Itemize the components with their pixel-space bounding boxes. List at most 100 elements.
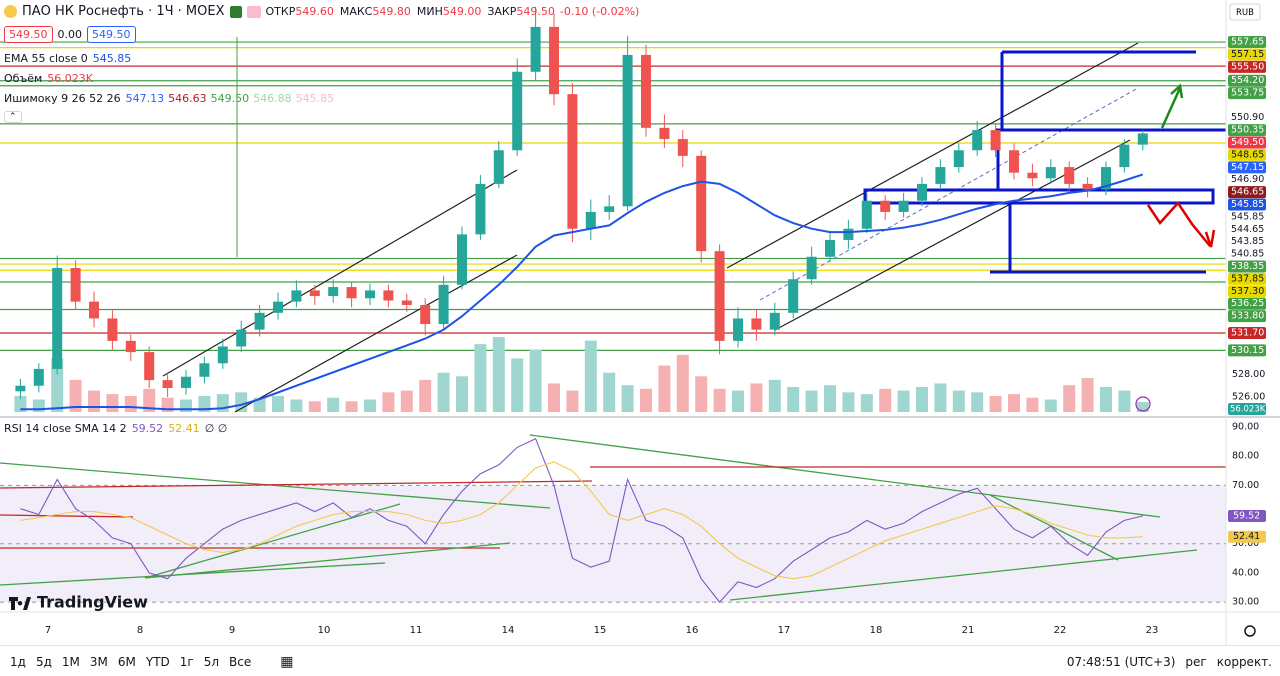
candle-body: [383, 290, 394, 301]
tv-logo: TradingView: [9, 593, 148, 612]
candle-body: [107, 318, 118, 341]
volume-bar: [750, 383, 763, 412]
price-label-bg: [1228, 297, 1266, 310]
candle-body: [181, 376, 191, 388]
volume-bar: [713, 388, 726, 412]
candle-body: [1101, 167, 1111, 190]
candle-body: [199, 363, 210, 377]
collapse: ⌃: [4, 111, 22, 123]
candle-body: [953, 150, 964, 168]
compare-icon[interactable]: [246, 5, 261, 18]
price-label: 545.85: [1231, 199, 1264, 210]
candle-body: [714, 251, 725, 341]
price-label-bg: [1228, 136, 1266, 149]
volume-bar: [14, 395, 27, 412]
price-label: 536.25: [1231, 298, 1264, 309]
candle-body: [52, 267, 63, 369]
volume-bar: [1044, 399, 1057, 412]
candle-body: [512, 71, 523, 151]
candle-body: [788, 279, 799, 313]
volume-bar: [621, 385, 634, 412]
candle-body: [751, 318, 762, 330]
currency[interactable]: RUB: [1236, 8, 1254, 18]
ema-legend: EMA 55 close 0 545.85: [4, 52, 131, 65]
volume-bar: [584, 340, 597, 412]
volume-bar: [676, 354, 689, 412]
symbol-icon: [4, 5, 17, 18]
volume-bar: [952, 390, 965, 412]
range-button[interactable]: 5д: [35, 654, 52, 669]
date-range-icon[interactable]: ▦: [280, 653, 294, 670]
range-button[interactable]: YTD: [145, 654, 170, 669]
candle-body: [843, 228, 854, 240]
candle-body: [125, 340, 136, 353]
flag-icon: [229, 5, 242, 18]
x-tick-label: 22: [1054, 625, 1067, 636]
volume-bar: [1026, 397, 1039, 412]
range-button[interactable]: Все: [229, 654, 252, 669]
volume-bar: [787, 387, 800, 412]
volume-bar: [824, 385, 836, 412]
volume-bar: [805, 390, 818, 412]
rsi-line: [20, 437, 1143, 603]
volume-bar: [603, 372, 616, 412]
adjust[interactable]: коррект.: [1216, 654, 1272, 669]
volume-bar: [492, 337, 505, 412]
candle-body: [677, 139, 688, 156]
price-label-bg: [1228, 210, 1266, 223]
volume-bar: [106, 394, 119, 412]
collapse-button[interactable]: ⌃: [4, 111, 22, 123]
drawing-line: [989, 494, 1119, 561]
price-label: 543.85: [1231, 236, 1264, 247]
range-button[interactable]: 1М: [61, 654, 80, 669]
session[interactable]: рег: [1185, 654, 1207, 669]
currency-box[interactable]: [1229, 3, 1261, 21]
range-button[interactable]: 5л: [203, 654, 220, 669]
ohlc-label: ЗАКР: [487, 5, 517, 18]
symbol-legend: ПАО НК Роснефть · 1Ч · MOEX ОТКР 549.60 МА…: [4, 4, 639, 19]
rsi-line: [20, 461, 1143, 580]
symbol[interactable]: ПАО НК Роснефть · 1Ч · MOEX: [22, 4, 225, 19]
price-label-bg: [1228, 198, 1266, 211]
alert-icon[interactable]: [1135, 396, 1151, 412]
ichimoku-value: 549.50: [210, 92, 250, 105]
drawing-line: [729, 549, 1198, 601]
price-label-bg: [1228, 310, 1266, 323]
volume-bar: [69, 379, 82, 412]
ohlc: ОТКР 549.60 МАКС 549.80 МИН 549.00 ЗАКР 549.50: [266, 5, 555, 18]
x-tick-label: 10: [318, 625, 331, 636]
price-label: 550.35: [1231, 125, 1264, 136]
price-label-bg: [1228, 327, 1266, 340]
volume-bar: [474, 344, 487, 412]
drawing-line: [0, 462, 551, 509]
y-tick-label: 528.00: [1232, 369, 1265, 380]
candle-body: [365, 290, 375, 299]
price-label: 557.65: [1231, 37, 1264, 48]
range-button[interactable]: 1г: [179, 654, 194, 669]
price-label: 557.15: [1231, 49, 1264, 60]
candle-body: [15, 385, 26, 392]
range-button[interactable]: 1д: [10, 654, 26, 669]
volume-bar: [290, 399, 303, 412]
ohlc-label: ОТКР: [265, 5, 296, 18]
candle-body: [401, 300, 412, 305]
price-label: 538.35: [1231, 261, 1264, 272]
range-button[interactable]: 6М: [117, 654, 136, 669]
volume-bar: [989, 395, 1002, 412]
price-label: 545.85: [1231, 211, 1264, 222]
volume-bar: [143, 388, 156, 412]
volume-bar: [548, 383, 560, 412]
settings-icon[interactable]: [1244, 625, 1256, 637]
buy-price[interactable]: 549.50: [87, 26, 136, 43]
volume-bar: [253, 397, 266, 412]
rsi-value-bg: [1228, 530, 1266, 543]
price-label-bg: [1228, 161, 1266, 174]
range-button[interactable]: 3М: [89, 654, 108, 669]
candle-body: [659, 127, 670, 140]
volume-bar: [437, 372, 450, 412]
sell-price[interactable]: 549.50: [4, 26, 53, 43]
y-tick-label: 50.00: [1232, 538, 1259, 549]
candle-body: [493, 150, 504, 184]
candle-body: [144, 352, 155, 381]
